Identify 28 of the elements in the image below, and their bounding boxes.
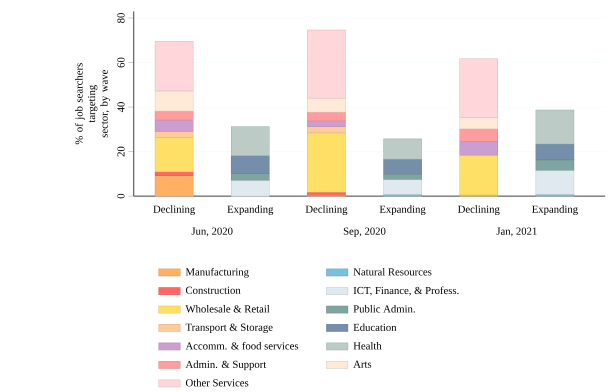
x-tick-label: Expanding bbox=[532, 205, 578, 215]
y-tick-label: 20 bbox=[117, 146, 125, 156]
legend-label: Natural Resources bbox=[354, 268, 432, 276]
legend-label: Arts bbox=[353, 360, 372, 368]
legend-label: Health bbox=[354, 342, 382, 350]
x-tick-label: Expanding bbox=[227, 205, 274, 215]
legend-label: Wholesale & Retail bbox=[186, 304, 270, 312]
legend-label: Education bbox=[354, 323, 396, 331]
legend-label: Admin. & Support bbox=[186, 360, 266, 370]
x-tick-label: Expanding bbox=[380, 205, 426, 215]
text: Jan, 2021 bbox=[496, 227, 537, 236]
legend-label: Other Services bbox=[186, 378, 248, 386]
y-tick-label: 0 bbox=[117, 194, 125, 198]
y-tick-label: 80 bbox=[117, 12, 125, 23]
x-tick-label: Declining bbox=[458, 205, 500, 215]
legend-label: Manufacturing bbox=[186, 268, 249, 278]
y-tick-label: 60 bbox=[117, 57, 125, 68]
text: Jun, 2020 bbox=[192, 227, 233, 236]
legend-label: ICT, Finance, & Profess. bbox=[354, 286, 459, 296]
x-tick-label: Declining bbox=[153, 205, 195, 215]
y-tick-label: 40 bbox=[117, 102, 125, 112]
legend-label: Construction bbox=[186, 286, 241, 294]
y-axis-title: % of job searchers targeting sector, by wave bbox=[74, 63, 110, 144]
text: Sep, 2020 bbox=[344, 227, 386, 237]
legend-label: Public Admin. bbox=[354, 304, 415, 312]
legend-label: Transport & Storage bbox=[186, 324, 273, 333]
x-tick-label: Declining bbox=[306, 205, 348, 215]
legend-label: Accomm. & food services bbox=[186, 342, 298, 350]
